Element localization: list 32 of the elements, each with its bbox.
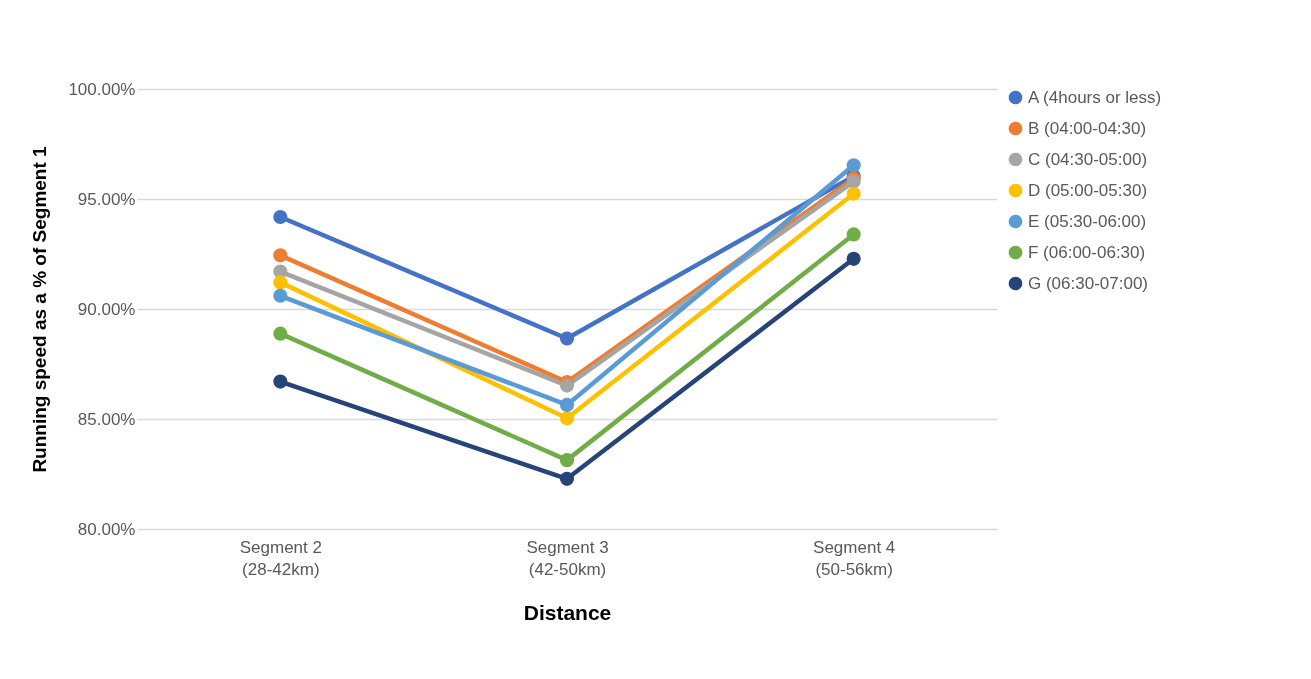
y-tick-label: 80.00% bbox=[77, 519, 136, 539]
legend-label: F (06:00-06:30) bbox=[1028, 242, 1146, 262]
point bbox=[846, 186, 861, 201]
x-tick-label: Segment 3 (42-50km) bbox=[526, 537, 609, 579]
point bbox=[273, 288, 288, 303]
point bbox=[559, 397, 575, 412]
legend-label: B (04:00-04:30) bbox=[1028, 118, 1147, 138]
legend-label: D (05:00-05:30) bbox=[1028, 180, 1148, 200]
y-tick-label: 90.00% bbox=[77, 299, 136, 319]
y-tick-label: 100.00% bbox=[68, 79, 136, 99]
point bbox=[273, 374, 288, 389]
y-axis-title: Running speed as a % of Segment 1 bbox=[29, 145, 51, 473]
x-tick-label: Segment 2 (28-42km) bbox=[239, 537, 322, 579]
point bbox=[846, 251, 861, 266]
legend-label: A (4hours or less) bbox=[1028, 87, 1162, 107]
point bbox=[559, 411, 575, 426]
point bbox=[273, 209, 288, 225]
point bbox=[273, 248, 288, 263]
x-tick-label: Segment 4 (50-56km) bbox=[813, 537, 896, 579]
legend-label: C (04:30-05:00) bbox=[1028, 149, 1148, 169]
legend-label: E (05:30-06:00) bbox=[1028, 211, 1147, 231]
legend-label: G (06:30-07:00) bbox=[1028, 273, 1149, 293]
point bbox=[846, 227, 861, 242]
x-axis-title: Distance bbox=[523, 600, 612, 624]
point bbox=[559, 331, 575, 346]
point bbox=[559, 453, 575, 468]
point bbox=[273, 326, 288, 341]
point bbox=[559, 471, 575, 486]
y-tick-label: 85.00% bbox=[77, 409, 136, 429]
y-tick-label: 95.00% bbox=[77, 189, 136, 209]
point bbox=[273, 275, 288, 290]
point bbox=[846, 158, 861, 173]
